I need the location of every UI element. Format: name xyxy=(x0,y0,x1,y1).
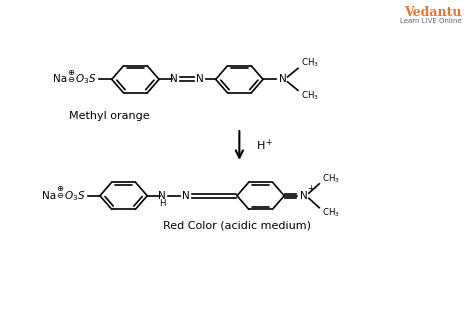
Text: Red Color (acidic medium): Red Color (acidic medium) xyxy=(163,221,311,231)
Text: N: N xyxy=(279,74,287,84)
Text: Methyl orange: Methyl orange xyxy=(69,111,150,120)
Text: CH$_3$: CH$_3$ xyxy=(301,89,319,102)
Text: Learn LIVE Online: Learn LIVE Online xyxy=(400,18,462,24)
Text: H: H xyxy=(159,199,165,208)
Text: ⊖: ⊖ xyxy=(67,75,74,84)
Text: N: N xyxy=(196,74,204,84)
Text: $O_3S$: $O_3S$ xyxy=(64,189,86,203)
Text: CH$_3$: CH$_3$ xyxy=(322,172,340,185)
Text: H$^+$: H$^+$ xyxy=(256,138,273,153)
Text: ⊕: ⊕ xyxy=(56,184,63,193)
Text: N: N xyxy=(300,191,308,201)
Text: ⊕: ⊕ xyxy=(67,68,74,77)
Text: N: N xyxy=(182,191,190,201)
Text: CH$_3$: CH$_3$ xyxy=(301,57,319,69)
Text: ⊖: ⊖ xyxy=(56,191,63,200)
Text: $O_3S$: $O_3S$ xyxy=(75,72,96,86)
Text: N: N xyxy=(170,74,178,84)
Text: N: N xyxy=(158,191,166,201)
Text: Vedantu: Vedantu xyxy=(404,6,462,19)
Text: CH$_3$: CH$_3$ xyxy=(322,207,340,219)
Text: Na: Na xyxy=(53,74,67,84)
Text: Na: Na xyxy=(42,191,56,201)
Text: +: + xyxy=(307,184,314,193)
